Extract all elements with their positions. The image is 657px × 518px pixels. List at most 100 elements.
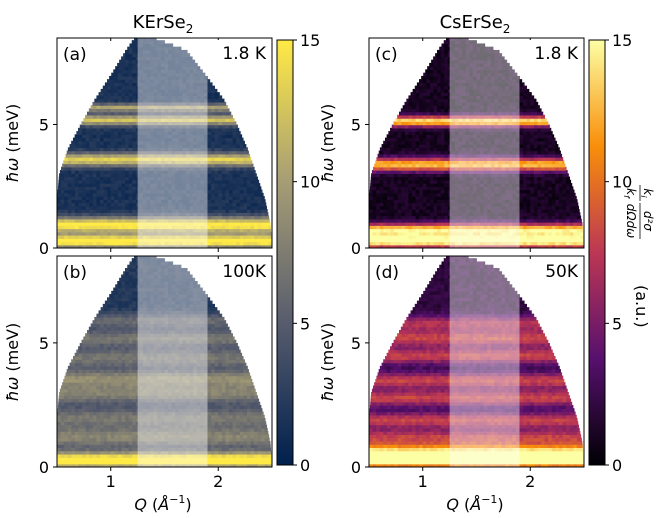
heatmap-cell (67, 176, 72, 181)
heatmap-cell (157, 40, 162, 45)
heatmap-cell (171, 359, 176, 364)
heatmap-cell (128, 66, 133, 71)
heatmap-cell (92, 209, 98, 213)
heatmap-cell (110, 131, 115, 135)
heatmap-cell (60, 391, 65, 396)
heatmap-cell (211, 101, 216, 106)
heatmap-cell (107, 82, 112, 87)
heatmap-cell (125, 82, 130, 87)
heatmap-cell (103, 140, 108, 145)
heatmap-cell (171, 362, 176, 367)
heatmap-cell (229, 382, 234, 387)
heatmap-cell (129, 43, 133, 48)
heatmap-cell (78, 434, 83, 439)
heatmap-cell (157, 114, 162, 119)
heatmap-cell (189, 408, 194, 413)
heatmap-cell (214, 235, 219, 239)
heatmap-cell (92, 199, 98, 204)
heatmap-cell (128, 457, 133, 462)
heatmap-cell (193, 101, 198, 106)
heatmap-cell (96, 447, 101, 452)
heatmap-cell (203, 463, 209, 467)
heatmap-cell (243, 228, 248, 233)
heatmap-cell (96, 137, 101, 142)
heatmap-cell (239, 144, 244, 148)
heatmap-cell (157, 460, 162, 465)
heatmap-cell (175, 202, 180, 207)
heatmap-cell (125, 365, 130, 370)
heatmap-cell (168, 134, 173, 139)
heatmap-cell (153, 411, 158, 416)
heatmap-cell (103, 134, 108, 139)
heatmap-cell (232, 192, 237, 197)
heatmap-cell (171, 241, 176, 246)
heatmap-cell (182, 356, 187, 360)
heatmap-cell (57, 238, 62, 243)
heatmap-cell (92, 153, 98, 158)
heatmap-cell (157, 375, 162, 380)
heatmap-cell (150, 346, 155, 351)
heatmap-cell (193, 62, 198, 67)
heatmap-cell (175, 414, 180, 419)
heatmap-cell (182, 124, 187, 129)
heatmap-cell (153, 372, 158, 377)
heatmap-cell (236, 199, 241, 204)
heatmap-cell (189, 92, 194, 96)
heatmap-cell (193, 427, 198, 432)
heatmap-cell (150, 127, 155, 132)
heatmap-cell (121, 179, 126, 184)
heatmap-cell (89, 440, 94, 445)
heatmap-cell (178, 231, 184, 236)
heatmap-cell (186, 231, 191, 236)
heatmap-cell (225, 196, 230, 200)
heatmap-cell (74, 160, 80, 165)
heatmap-cell (64, 385, 69, 390)
heatmap-cell (207, 124, 212, 129)
heatmap-cell (264, 241, 270, 246)
heatmap-cell (157, 238, 162, 243)
heatmap-cell (157, 127, 162, 132)
heatmap-cell (182, 463, 187, 467)
heatmap-cell (214, 391, 219, 396)
heatmap-cell (229, 349, 234, 354)
heatmap-cell (175, 157, 180, 161)
heatmap-cell (229, 365, 234, 370)
heatmap-cell (117, 440, 123, 445)
heatmap-cell (229, 356, 234, 360)
heatmap-cell (232, 205, 237, 210)
heatmap-cell (143, 170, 148, 174)
heatmap-cell (243, 183, 248, 187)
heatmap-cell (103, 356, 108, 360)
heatmap-cell (135, 215, 141, 220)
heatmap-cell (64, 215, 69, 220)
heatmap-cell (164, 395, 169, 400)
heatmap-cell (182, 450, 187, 455)
heatmap-cell (78, 157, 83, 161)
heatmap-cell (132, 349, 137, 354)
heatmap-cell (232, 431, 237, 435)
heatmap-cell (128, 118, 133, 122)
heatmap-cell (57, 215, 62, 220)
heatmap-cell (121, 186, 126, 191)
heatmap-cell (257, 179, 260, 184)
heatmap-cell (107, 209, 112, 213)
heatmap-cell (128, 196, 133, 200)
heatmap-cell (103, 447, 108, 452)
heatmap-cell (107, 95, 112, 100)
heatmap-cell (193, 186, 198, 191)
heatmap-cell (200, 372, 205, 377)
heatmap-cell (57, 196, 62, 200)
heatmap-cell (71, 450, 76, 455)
heatmap-cell (186, 437, 191, 442)
heatmap-cell (128, 349, 133, 354)
heatmap-cell (261, 241, 266, 246)
heatmap-cell (92, 176, 98, 181)
heatmap-cell (132, 127, 137, 132)
heatmap-cell (110, 147, 115, 152)
heatmap-cell (92, 222, 98, 226)
heatmap-cell (67, 450, 72, 455)
heatmap-cell (146, 352, 151, 357)
heatmap-cell (64, 186, 69, 191)
heatmap-cell (189, 153, 194, 158)
heatmap-cell (132, 46, 137, 51)
